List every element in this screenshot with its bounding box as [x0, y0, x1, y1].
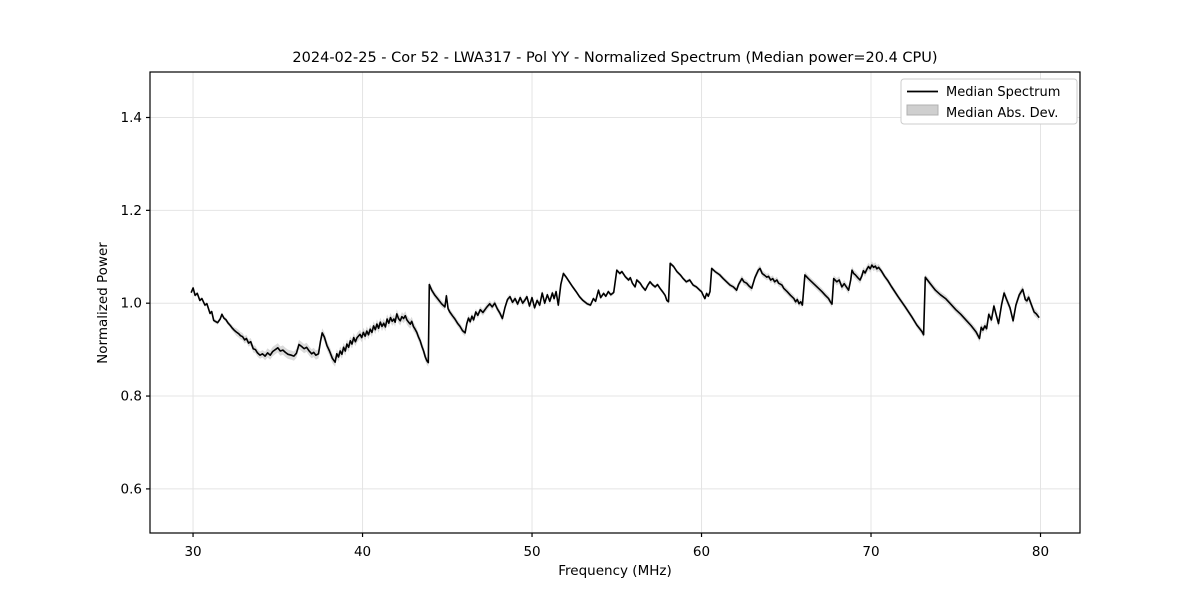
y-tick-label: 1.4	[121, 110, 142, 126]
plot-border	[149, 71, 1081, 534]
x-tick-label: 80	[1032, 544, 1049, 560]
axis-ticks	[146, 116, 1042, 537]
grid-lines	[150, 72, 1080, 533]
legend: Median Spectrum Median Abs. Dev.	[900, 78, 1078, 125]
legend-label-median-spectrum: Median Spectrum	[946, 85, 1060, 100]
legend-patch-sample	[906, 104, 939, 116]
chart-title: 2024-02-25 - Cor 52 - LWA317 - Pol YY - …	[292, 50, 937, 66]
y-axis-label: Normalized Power	[95, 242, 111, 364]
x-tick-label: 40	[354, 544, 371, 560]
x-tick-label: 70	[862, 544, 879, 560]
x-tick-label: 30	[184, 544, 201, 560]
y-tick-label: 1.0	[121, 296, 142, 312]
x-axis-label: Frequency (MHz)	[558, 563, 671, 579]
y-tick-label: 1.2	[121, 203, 142, 219]
x-tick-label: 60	[693, 544, 710, 560]
tick-labels: 30 40 50 60 70 80 0.6 0.8 1.0 1.2 1.4	[121, 110, 1050, 560]
legend-label-median-abs-dev: Median Abs. Dev.	[946, 106, 1058, 121]
y-tick-label: 0.6	[121, 481, 142, 497]
median-spectrum-layer	[190, 262, 1040, 364]
median-spectrum-line	[190, 262, 1040, 364]
y-tick-label: 0.8	[121, 389, 142, 405]
legend-box	[900, 78, 1078, 125]
x-tick-label: 50	[523, 544, 540, 560]
